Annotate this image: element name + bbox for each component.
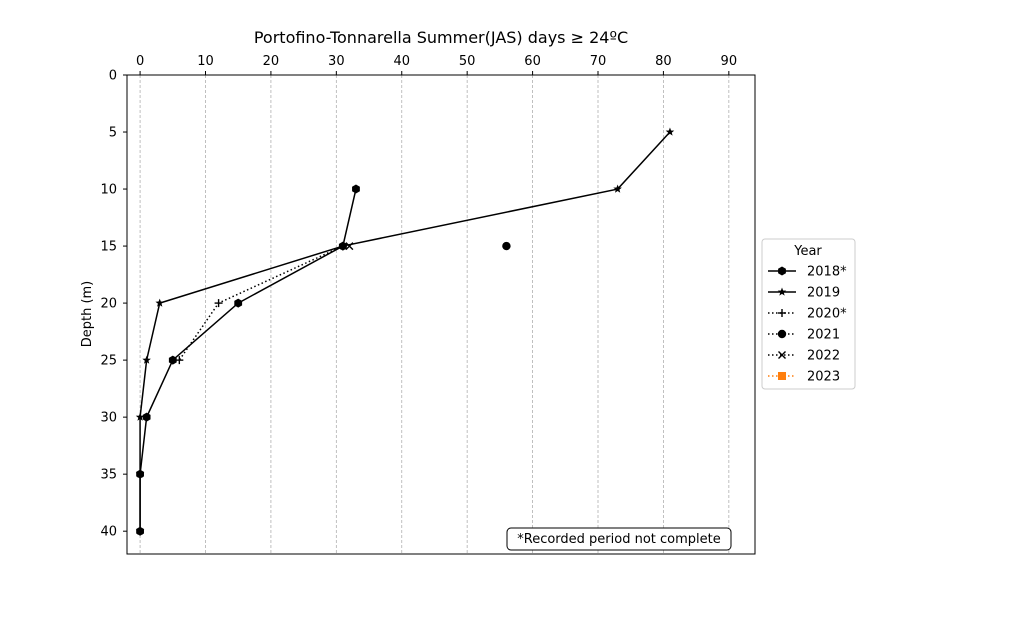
y-axis-label: Depth (m) bbox=[80, 281, 95, 348]
legend-entry: 2020* bbox=[768, 307, 847, 322]
legend-label: 2020* bbox=[807, 307, 847, 322]
grid-lines bbox=[139, 75, 730, 554]
y-tick-label: 20 bbox=[100, 297, 117, 312]
y-tick-label: 15 bbox=[100, 240, 117, 255]
x-tick-label: 60 bbox=[524, 54, 541, 69]
x-tick-label: 0 bbox=[136, 54, 144, 69]
y-tick-label: 5 bbox=[109, 126, 117, 141]
y-tick-label: 25 bbox=[100, 354, 117, 369]
annotation-box: *Recorded period not complete bbox=[506, 527, 732, 551]
legend: Year 2018* 2019 2020* 2021 2022 2023 bbox=[761, 238, 856, 390]
y-tick-label: 0 bbox=[109, 69, 117, 84]
legend-entry: 2018* bbox=[768, 265, 847, 280]
y-tick-label: 40 bbox=[100, 525, 117, 540]
data-point bbox=[338, 242, 347, 251]
data-point bbox=[135, 412, 145, 421]
y-tick-label: 30 bbox=[100, 411, 117, 426]
legend-label: 2019 bbox=[807, 286, 840, 301]
y-axis-left: 0 5 10 15 20 25 30 35 40 bbox=[100, 69, 127, 540]
legend-entry: 2022 bbox=[768, 349, 840, 364]
x-tick-label: 80 bbox=[655, 54, 672, 69]
series-line bbox=[178, 245, 344, 361]
data-point bbox=[142, 412, 151, 422]
legend-label: 2023 bbox=[807, 370, 840, 385]
plot-frame bbox=[126, 74, 756, 555]
legend-label: 2022 bbox=[807, 349, 840, 364]
x-tick-label: 30 bbox=[328, 54, 345, 69]
x-tick-label: 50 bbox=[459, 54, 476, 69]
data-point bbox=[168, 355, 177, 365]
series-markers bbox=[135, 127, 675, 536]
data-point bbox=[502, 241, 511, 251]
data-point bbox=[175, 356, 184, 365]
legend-entry: 2023 bbox=[768, 370, 840, 385]
data-point bbox=[352, 184, 360, 194]
x-tick-label: 20 bbox=[263, 54, 280, 69]
legend-label: 2018* bbox=[807, 265, 847, 280]
data-point bbox=[142, 355, 151, 364]
x-tick-label: 90 bbox=[721, 54, 738, 69]
legend-swatch-marker bbox=[777, 329, 787, 339]
x-tick-label: 40 bbox=[393, 54, 410, 69]
annotation-text: *Recorded period not complete bbox=[517, 532, 721, 547]
legend-entry: 2021 bbox=[768, 328, 840, 343]
x-tick-label: 70 bbox=[590, 54, 607, 69]
series-line bbox=[139, 131, 671, 532]
legend-swatch-marker bbox=[777, 287, 787, 296]
data-point bbox=[135, 469, 145, 478]
chart-title: Portofino-Tonnarella Summer(JAS) days ≥ … bbox=[254, 28, 628, 47]
series-lines bbox=[139, 131, 671, 532]
data-point bbox=[214, 299, 223, 308]
data-point bbox=[613, 184, 622, 193]
x-tick-label: 10 bbox=[197, 54, 214, 69]
legend-label: 2021 bbox=[807, 328, 840, 343]
data-point bbox=[135, 526, 145, 535]
legend-swatch-marker bbox=[778, 351, 786, 359]
legend-swatch-marker bbox=[778, 309, 786, 317]
legend-swatch-marker bbox=[778, 372, 786, 380]
legend-entry: 2019 bbox=[768, 286, 840, 301]
data-point bbox=[345, 242, 354, 251]
y-tick-label: 10 bbox=[100, 183, 117, 198]
data-point bbox=[234, 298, 243, 308]
data-point bbox=[155, 298, 164, 307]
x-axis-top: 0 10 20 30 40 50 60 70 80 90 bbox=[136, 54, 737, 75]
data-point bbox=[665, 127, 675, 136]
y-tick-label: 35 bbox=[100, 468, 117, 483]
legend-swatch-marker bbox=[778, 266, 786, 276]
legend-title: Year bbox=[793, 244, 822, 259]
